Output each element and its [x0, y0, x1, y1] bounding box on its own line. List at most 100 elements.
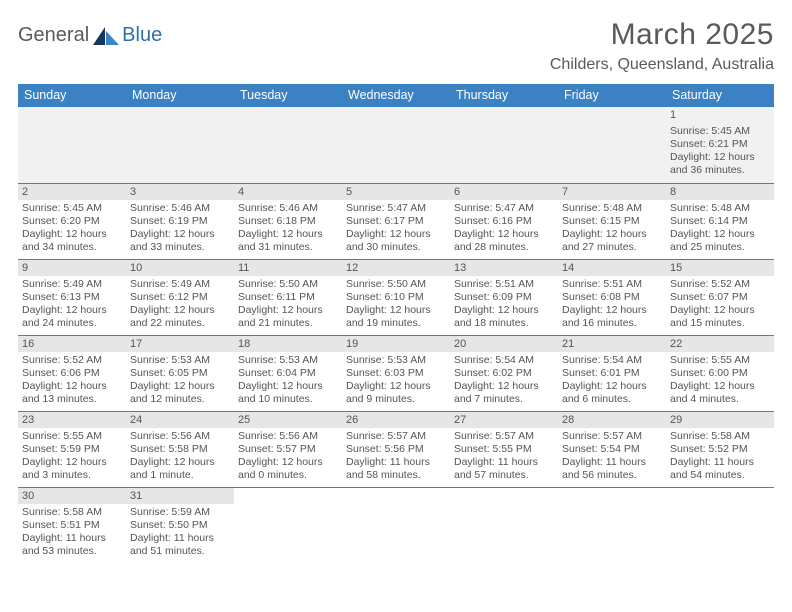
detail-line: Daylight: 12 hours	[130, 228, 230, 241]
calendar-cell	[234, 107, 342, 183]
day-details: Sunrise: 5:49 AMSunset: 6:12 PMDaylight:…	[126, 276, 234, 333]
detail-line: Sunset: 6:08 PM	[562, 291, 662, 304]
day-details: Sunrise: 5:48 AMSunset: 6:14 PMDaylight:…	[666, 200, 774, 257]
detail-line: Daylight: 12 hours	[238, 380, 338, 393]
detail-line: Sunrise: 5:56 AM	[130, 430, 230, 443]
detail-line: Daylight: 12 hours	[562, 228, 662, 241]
day-header: Monday	[126, 84, 234, 107]
header: General Blue March 2025 Childers, Queens…	[18, 18, 774, 80]
detail-line: Sunrise: 5:48 AM	[670, 202, 770, 215]
detail-line: and 9 minutes.	[346, 393, 446, 406]
detail-line: Sunset: 6:04 PM	[238, 367, 338, 380]
calendar-cell: 15Sunrise: 5:52 AMSunset: 6:07 PMDayligh…	[666, 259, 774, 335]
detail-line: and 19 minutes.	[346, 317, 446, 330]
calendar-cell: 12Sunrise: 5:50 AMSunset: 6:10 PMDayligh…	[342, 259, 450, 335]
detail-line: Sunrise: 5:52 AM	[22, 354, 122, 367]
day-details: Sunrise: 5:47 AMSunset: 6:17 PMDaylight:…	[342, 200, 450, 257]
calendar-cell: 27Sunrise: 5:57 AMSunset: 5:55 PMDayligh…	[450, 411, 558, 487]
day-details: Sunrise: 5:53 AMSunset: 6:04 PMDaylight:…	[234, 352, 342, 409]
detail-line: Sunset: 5:54 PM	[562, 443, 662, 456]
detail-line: Daylight: 12 hours	[346, 380, 446, 393]
detail-line: and 58 minutes.	[346, 469, 446, 482]
detail-line: Sunrise: 5:45 AM	[22, 202, 122, 215]
detail-line: Sunrise: 5:54 AM	[454, 354, 554, 367]
day-number: 15	[666, 260, 774, 276]
detail-line: Sunrise: 5:58 AM	[22, 506, 122, 519]
detail-line: Sunrise: 5:55 AM	[22, 430, 122, 443]
detail-line: Sunrise: 5:49 AM	[130, 278, 230, 291]
day-number: 14	[558, 260, 666, 276]
brand-sail-icon	[92, 26, 120, 46]
detail-line: Sunrise: 5:55 AM	[670, 354, 770, 367]
day-number: 1	[666, 107, 774, 123]
day-number: 19	[342, 336, 450, 352]
detail-line: and 36 minutes.	[670, 164, 770, 177]
detail-line: Daylight: 12 hours	[22, 456, 122, 469]
calendar-cell: 19Sunrise: 5:53 AMSunset: 6:03 PMDayligh…	[342, 335, 450, 411]
detail-line: Sunrise: 5:56 AM	[238, 430, 338, 443]
detail-line: Daylight: 12 hours	[670, 304, 770, 317]
calendar-cell	[558, 487, 666, 563]
day-details: Sunrise: 5:48 AMSunset: 6:15 PMDaylight:…	[558, 200, 666, 257]
detail-line: Sunset: 6:09 PM	[454, 291, 554, 304]
day-details: Sunrise: 5:54 AMSunset: 6:02 PMDaylight:…	[450, 352, 558, 409]
day-details: Sunrise: 5:53 AMSunset: 6:05 PMDaylight:…	[126, 352, 234, 409]
detail-line: and 25 minutes.	[670, 241, 770, 254]
calendar-cell: 23Sunrise: 5:55 AMSunset: 5:59 PMDayligh…	[18, 411, 126, 487]
detail-line: Daylight: 11 hours	[454, 456, 554, 469]
day-details: Sunrise: 5:54 AMSunset: 6:01 PMDaylight:…	[558, 352, 666, 409]
day-number: 8	[666, 184, 774, 200]
calendar-cell: 6Sunrise: 5:47 AMSunset: 6:16 PMDaylight…	[450, 183, 558, 259]
calendar-cell: 30Sunrise: 5:58 AMSunset: 5:51 PMDayligh…	[18, 487, 126, 563]
detail-line: Sunset: 6:16 PM	[454, 215, 554, 228]
detail-line: Sunset: 6:01 PM	[562, 367, 662, 380]
day-details: Sunrise: 5:56 AMSunset: 5:58 PMDaylight:…	[126, 428, 234, 485]
detail-line: Daylight: 12 hours	[454, 228, 554, 241]
detail-line: Sunset: 5:58 PM	[130, 443, 230, 456]
day-number: 6	[450, 184, 558, 200]
detail-line: Sunset: 5:51 PM	[22, 519, 122, 532]
day-number: 5	[342, 184, 450, 200]
detail-line: and 10 minutes.	[238, 393, 338, 406]
detail-line: and 21 minutes.	[238, 317, 338, 330]
detail-line: and 6 minutes.	[562, 393, 662, 406]
detail-line: and 54 minutes.	[670, 469, 770, 482]
calendar-cell	[342, 487, 450, 563]
detail-line: Daylight: 12 hours	[130, 456, 230, 469]
day-header: Tuesday	[234, 84, 342, 107]
detail-line: and 31 minutes.	[238, 241, 338, 254]
detail-line: and 12 minutes.	[130, 393, 230, 406]
detail-line: and 51 minutes.	[130, 545, 230, 558]
detail-line: Sunset: 6:13 PM	[22, 291, 122, 304]
calendar-week-row: 30Sunrise: 5:58 AMSunset: 5:51 PMDayligh…	[18, 487, 774, 563]
detail-line: Daylight: 12 hours	[346, 304, 446, 317]
detail-line: Sunset: 6:21 PM	[670, 138, 770, 151]
detail-line: Sunset: 6:12 PM	[130, 291, 230, 304]
day-number: 11	[234, 260, 342, 276]
title-block: March 2025 Childers, Queensland, Austral…	[550, 18, 774, 80]
day-number: 29	[666, 412, 774, 428]
detail-line: and 34 minutes.	[22, 241, 122, 254]
day-number: 10	[126, 260, 234, 276]
calendar-cell: 20Sunrise: 5:54 AMSunset: 6:02 PMDayligh…	[450, 335, 558, 411]
day-details: Sunrise: 5:55 AMSunset: 6:00 PMDaylight:…	[666, 352, 774, 409]
detail-line: Sunset: 6:18 PM	[238, 215, 338, 228]
detail-line: Sunset: 5:55 PM	[454, 443, 554, 456]
calendar-table: Sunday Monday Tuesday Wednesday Thursday…	[18, 84, 774, 563]
detail-line: Daylight: 12 hours	[22, 228, 122, 241]
day-details: Sunrise: 5:45 AMSunset: 6:20 PMDaylight:…	[18, 200, 126, 257]
detail-line: and 30 minutes.	[346, 241, 446, 254]
day-details: Sunrise: 5:50 AMSunset: 6:11 PMDaylight:…	[234, 276, 342, 333]
day-number: 16	[18, 336, 126, 352]
detail-line: Daylight: 12 hours	[562, 380, 662, 393]
detail-line: Sunset: 6:10 PM	[346, 291, 446, 304]
detail-line: Sunset: 5:56 PM	[346, 443, 446, 456]
detail-line: Sunrise: 5:47 AM	[346, 202, 446, 215]
day-number: 24	[126, 412, 234, 428]
detail-line: Sunrise: 5:59 AM	[130, 506, 230, 519]
calendar-cell: 26Sunrise: 5:57 AMSunset: 5:56 PMDayligh…	[342, 411, 450, 487]
detail-line: Daylight: 11 hours	[22, 532, 122, 545]
detail-line: Sunset: 5:50 PM	[130, 519, 230, 532]
detail-line: and 57 minutes.	[454, 469, 554, 482]
detail-line: and 1 minute.	[130, 469, 230, 482]
